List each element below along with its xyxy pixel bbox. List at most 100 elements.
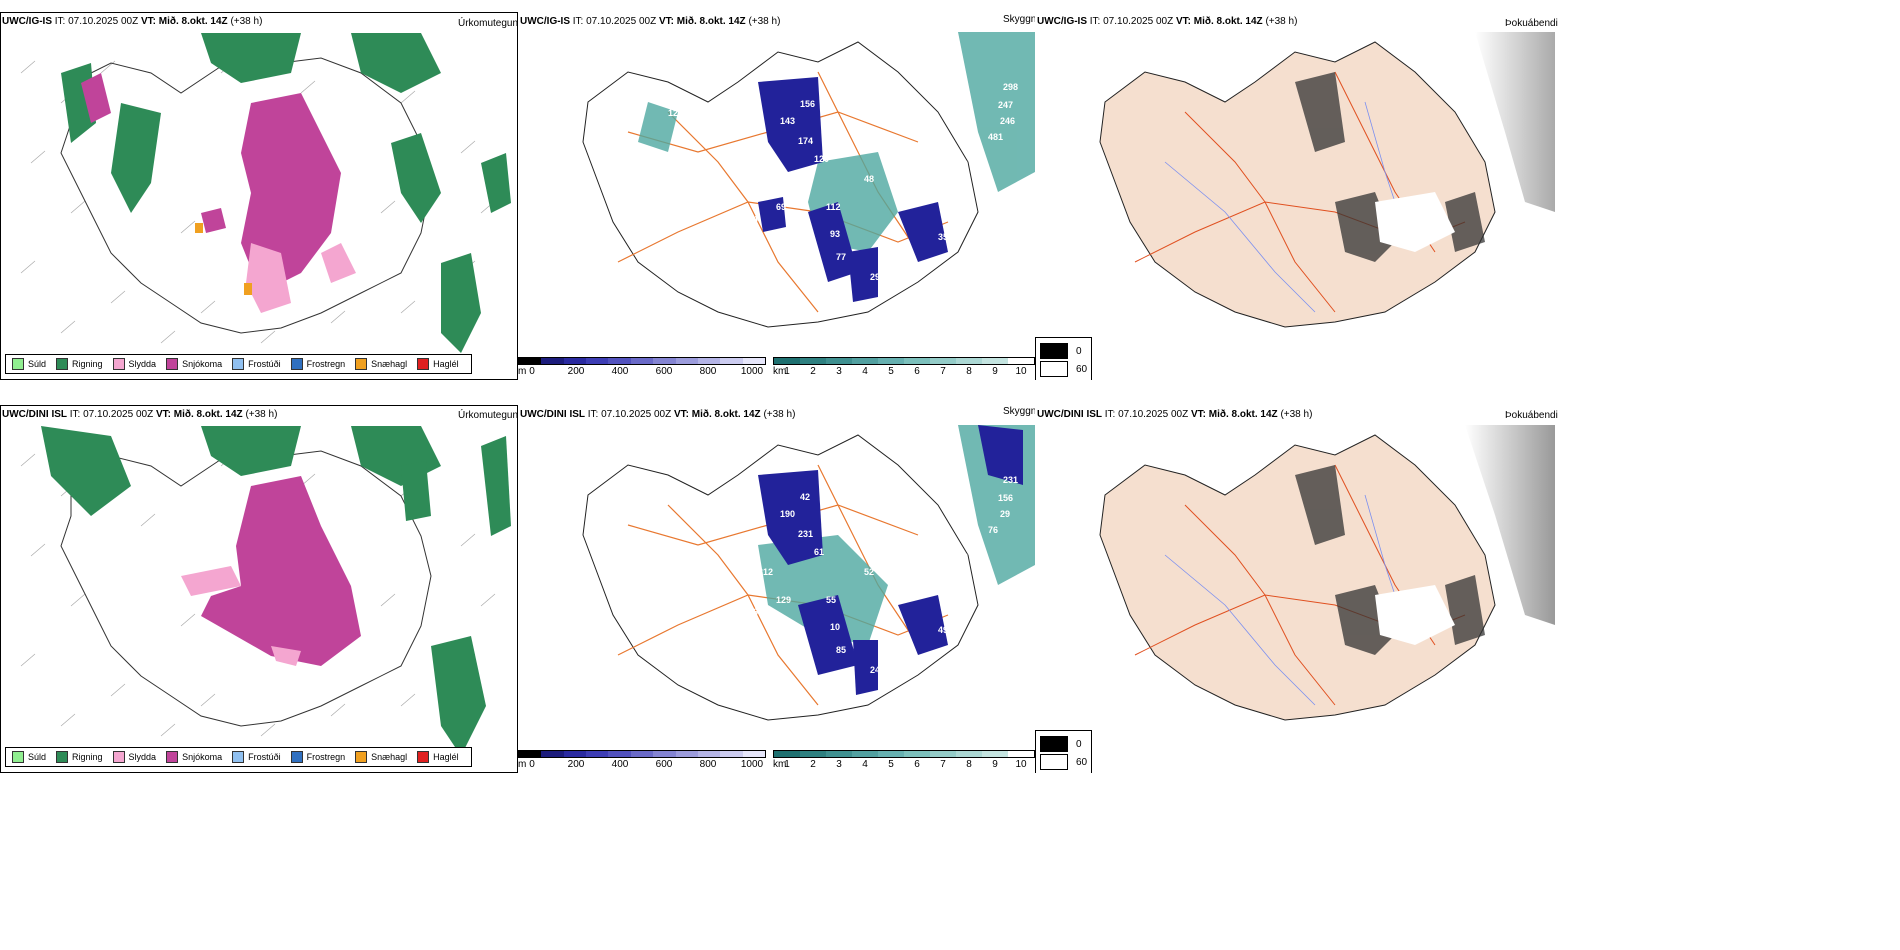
ceiling-value-label: 55	[826, 595, 836, 605]
colorbar-tick-label: 1	[784, 366, 790, 377]
colorbar-tick-label: 800	[699, 759, 717, 770]
ceiling-value-label: 93	[830, 229, 840, 239]
valid-time: Mið. 8.okt. 14Z	[158, 16, 228, 27]
valid-label: VT:	[673, 409, 689, 420]
fog-panel-row2: 0 60	[1035, 405, 1555, 773]
ceiling-value-label: 85	[836, 645, 846, 655]
colorbar-tick-label: 600	[655, 366, 673, 377]
legend-item: Slydda	[112, 751, 156, 763]
init-time: 07.10.2025 00Z	[83, 409, 154, 420]
colorbar-segment	[774, 358, 800, 364]
ceiling-value-label: 298	[1003, 82, 1018, 92]
panel-header: UWC/IG-IS IT: 07.10.2025 00Z VT: Mið. 8.…	[520, 16, 780, 27]
colorbar-tick-label: 3	[836, 366, 842, 377]
ceiling-value-label: 156	[998, 493, 1013, 503]
visibility-colorbar-row1: km 1 2 3 4 5 6 7 8 9 10	[773, 357, 1035, 377]
ceiling-value-label: 120	[814, 154, 829, 164]
colorbar-tick-label: 10	[1015, 759, 1027, 770]
fog-legend-row: 0	[1040, 735, 1087, 753]
colorbar-segment	[697, 358, 721, 364]
precip-map-row1	[20, 33, 511, 353]
ceiling-value-label: 74	[774, 304, 784, 314]
colorbar-segment	[541, 358, 564, 364]
ceiling-value-label: 246	[1000, 116, 1015, 126]
legend-label: Súld	[28, 752, 47, 762]
valid-label: VT:	[1190, 409, 1206, 420]
fog-legend-label: 60	[1076, 363, 1088, 375]
visibility-bar	[773, 357, 1035, 365]
colorbar-tick-label: 2	[810, 759, 816, 770]
fog-map-row2	[1099, 425, 1555, 721]
legend-swatch	[417, 751, 430, 763]
legend-item: Rigning	[56, 358, 103, 370]
ceiling-value-label: 24	[870, 665, 880, 675]
colorbar-segment	[878, 751, 904, 757]
legend-swatch	[166, 358, 179, 370]
colorbar-tick-label: 400	[611, 366, 629, 377]
ceiling-value-label: 190	[780, 509, 795, 519]
valid-time: Mið. 8.okt. 14Z	[691, 409, 761, 420]
colorbar-segment	[826, 751, 852, 757]
fog-legend-label: 0	[1076, 738, 1082, 750]
legend-swatch	[112, 751, 125, 763]
model-name: UWC/DINI ISL	[2, 409, 67, 420]
panel-header: UWC/IG-IS IT: 07.10.2025 00Z VT: Mið. 8.…	[1037, 16, 1297, 27]
colorbar-segment	[608, 358, 631, 364]
visibility-colorbar-row2: km 1 2 3 4 5 6 7 8 9 10	[773, 750, 1035, 770]
colorbar-segment	[956, 358, 982, 364]
colorbar-tick-label: 800	[699, 366, 717, 377]
precip-panel-title: Úrkomutegund	[458, 410, 524, 421]
valid-label: VT:	[155, 409, 171, 420]
ceiling-areas	[758, 425, 1023, 695]
legend-swatch	[12, 358, 24, 370]
colorbar-tick-label: 200	[567, 366, 585, 377]
ceiling-value-label: 143	[780, 116, 795, 126]
fog-sea-area	[1475, 32, 1555, 212]
ceiling-value-label: 29	[1000, 509, 1010, 519]
precip-map-row2	[20, 426, 511, 756]
init-label: IT:	[54, 16, 66, 27]
colorbar-segment	[742, 358, 765, 364]
colorbar-tick-label: 4	[862, 366, 868, 377]
ceiling-value-label: 70	[958, 159, 968, 169]
legend-item: Snæhagl	[355, 358, 407, 370]
init-label: IT:	[1089, 16, 1101, 27]
colorbar-segment	[742, 751, 765, 757]
colorbar-tick-label: 6	[914, 759, 920, 770]
colorbar-tick-label: 0	[529, 759, 535, 770]
legend-label: Snæhagl	[371, 752, 408, 762]
legend-swatch	[232, 751, 245, 763]
init-time: 07.10.2025 00Z	[68, 16, 139, 27]
cloud-panel-title: Skyggni	[1003, 14, 1039, 25]
visibility-ticks: km 1 2 3 4 5 6 7 8 9 10	[773, 365, 1035, 377]
colorbar-segment	[519, 751, 542, 757]
colorbar-segment	[852, 751, 878, 757]
ceiling-value-label: 312	[758, 567, 773, 577]
colorbar-segment	[653, 358, 676, 364]
colorbar-segment	[675, 358, 698, 364]
legend-label: Haglél	[433, 752, 459, 762]
colorbar-unit: km	[773, 366, 787, 377]
legend-item: Frostregn	[290, 358, 345, 370]
legend-item: Slydda	[112, 358, 157, 370]
colorbar-tick-label: 7	[940, 366, 946, 377]
model-name: UWC/IG-IS	[2, 16, 52, 27]
valid-time: Mið. 8.okt. 14Z	[1193, 16, 1263, 27]
colorbar-tick-label: 1	[784, 759, 790, 770]
legend-label: Slydda	[128, 359, 157, 369]
snow-areas	[201, 476, 361, 666]
legend-item: Rigning	[56, 751, 103, 763]
ceiling-value-label: 49	[938, 625, 948, 635]
legend-swatch	[166, 751, 179, 763]
ceiling-value-label: 29	[870, 272, 880, 282]
ceiling-value-label: 42	[800, 492, 810, 502]
ceiling-areas	[758, 77, 948, 302]
ceiling-value-label: 76	[988, 525, 998, 535]
legend-item: Frostúði	[232, 751, 281, 763]
colorbar-tick-label: 8	[966, 759, 972, 770]
ceiling-value-label: 247	[998, 100, 1013, 110]
fog-map-row1	[1099, 32, 1555, 328]
fog-legend-label: 0	[1076, 345, 1082, 357]
legend-label: Frostregn	[306, 752, 346, 762]
